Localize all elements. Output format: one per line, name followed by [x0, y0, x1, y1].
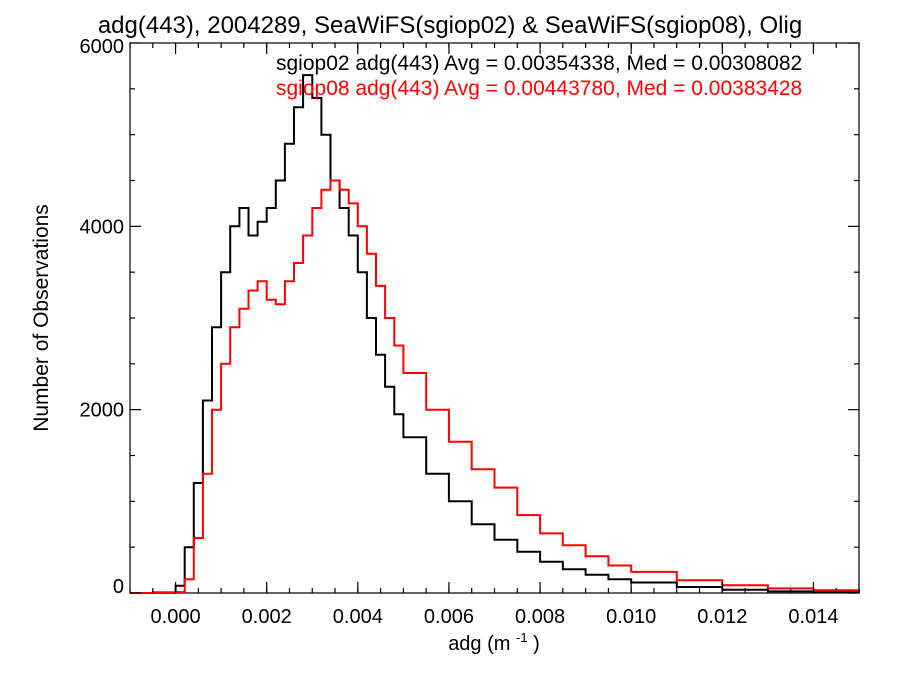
series-sgiop08-line	[130, 179, 860, 594]
x-tick-label: 0.002	[242, 606, 292, 628]
legend: sgiop02 adg(443) Avg = 0.00354338, Med =…	[276, 52, 802, 100]
x-tick-label: 0.008	[515, 606, 565, 628]
x-tick-label: 0.012	[697, 606, 747, 628]
plot-area: 0.000 0.002 0.004 0.006 0.008 0.010 0.012 0.014…	[80, 36, 860, 628]
x-tick-label: 0.006	[424, 606, 474, 628]
x-axis-label-text: adg (m	[448, 633, 510, 655]
x-tick-label: 0.004	[333, 606, 383, 628]
y-tick-label: 0	[113, 576, 124, 598]
series-layer	[130, 74, 860, 594]
y-axis-label: Number of Observations	[30, 204, 53, 432]
x-axis-label-close: )	[533, 633, 540, 655]
x-tick-label: 0.000	[151, 606, 201, 628]
chart-title: adg(443), 2004289, SeaWiFS(sgiop02) & Se…	[98, 12, 802, 39]
x-tick-label: 0.014	[788, 606, 838, 628]
legend-entry-sgiop02: sgiop02 adg(443) Avg = 0.00354338, Med =…	[276, 52, 802, 75]
legend-entry-sgiop08: sgiop08 adg(443) Avg = 0.00443780, Med =…	[276, 77, 802, 100]
y-tick-label: 4000	[80, 216, 125, 238]
y-tick-label: 6000	[80, 36, 125, 58]
series-sgiop02-line	[130, 74, 860, 594]
x-axis-label: adg (m -1 )	[448, 625, 540, 655]
x-tick-label: 0.010	[606, 606, 656, 628]
x-axis-label-superscript: -1	[516, 630, 528, 645]
y-tick-label: 2000	[80, 400, 125, 422]
tick-layer: 0.000 0.002 0.004 0.006 0.008 0.010 0.012 0.014…	[80, 36, 860, 628]
